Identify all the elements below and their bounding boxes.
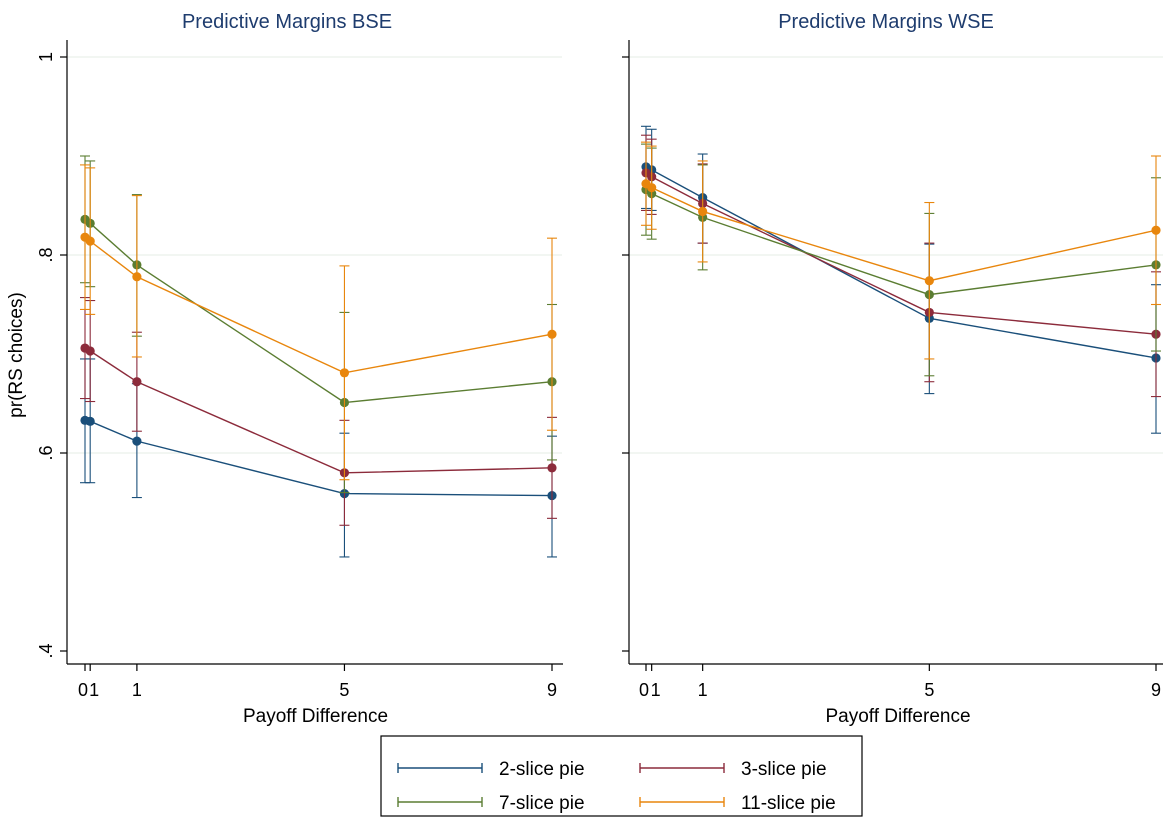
legend-item: 7-slice pie: [397, 793, 585, 814]
panel-1: Predictive Margins BSE.4.6.810 1 1 5 9Payoff…: [36, 11, 563, 727]
legend-label: 3-slice pie: [741, 759, 827, 780]
data-point: [547, 329, 557, 339]
series-line: [84, 236, 553, 374]
x-tick-label: 1: [89, 680, 99, 700]
data-point: [132, 272, 142, 282]
panel-title: Predictive Margins BSE: [182, 11, 392, 33]
x-axis-label: Payoff Difference: [825, 706, 970, 727]
legend: 2-slice pie 3-slice pie 7-slice pie 11-slic…: [380, 735, 863, 817]
data-point: [647, 183, 657, 193]
x-tick-label: 9: [1151, 680, 1161, 700]
series-7-slice-pie: [80, 155, 557, 494]
y-tick-label: .4: [36, 643, 56, 658]
legend-item: 11-slice pie: [639, 793, 836, 814]
series-line: [84, 419, 553, 497]
data-point: [339, 368, 350, 378]
series-line: [645, 183, 1157, 282]
y-axis-label: pr(RS choices): [6, 292, 27, 418]
x-tick-label: 1: [651, 680, 661, 700]
series-11-slice-pie: [641, 141, 1161, 360]
panel-title: Predictive Margins WSE: [778, 11, 994, 33]
data-point: [132, 436, 142, 446]
data-point: [1151, 225, 1161, 235]
series-line: [645, 189, 1157, 296]
series-line: [645, 172, 1157, 335]
data-point: [924, 276, 934, 286]
x-axis-label: Payoff Difference: [243, 706, 388, 727]
x-tick-label: 1: [132, 680, 142, 700]
series-line: [645, 166, 1157, 359]
data-point: [85, 236, 95, 246]
legend-label: 2-slice pie: [499, 759, 585, 780]
series-3-slice-pie: [80, 297, 557, 526]
y-tick-label: .6: [36, 445, 56, 460]
series-2-slice-pie: [641, 125, 1161, 434]
data-point: [698, 206, 708, 217]
series-line: [84, 218, 553, 404]
y-tick-label: 1: [36, 52, 56, 62]
data-point: [132, 377, 142, 387]
series-line: [84, 347, 553, 474]
chart-panels: Predictive Margins BSE.4.6.810 1 1 5 9Payoff…: [36, 11, 1163, 727]
legend-item: 3-slice pie: [639, 759, 827, 780]
data-point: [547, 463, 557, 473]
legend-label: 11-slice pie: [741, 793, 836, 814]
series-7-slice-pie: [641, 143, 1161, 377]
data-point: [85, 346, 95, 356]
x-tick-label: 5: [339, 680, 349, 700]
series-3-slice-pie: [641, 134, 1161, 398]
x-tick-label: 5: [924, 680, 934, 700]
x-tick-label: 0: [78, 680, 88, 700]
x-tick-label: 1: [698, 680, 708, 700]
legend-label: 7-slice pie: [499, 793, 585, 814]
series-11-slice-pie: [80, 164, 557, 481]
x-tick-label: 9: [547, 680, 557, 700]
y-tick-label: .8: [36, 247, 56, 262]
x-tick-label: 0: [639, 680, 649, 700]
data-point: [85, 416, 95, 426]
legend-item: 2-slice pie: [397, 759, 585, 780]
